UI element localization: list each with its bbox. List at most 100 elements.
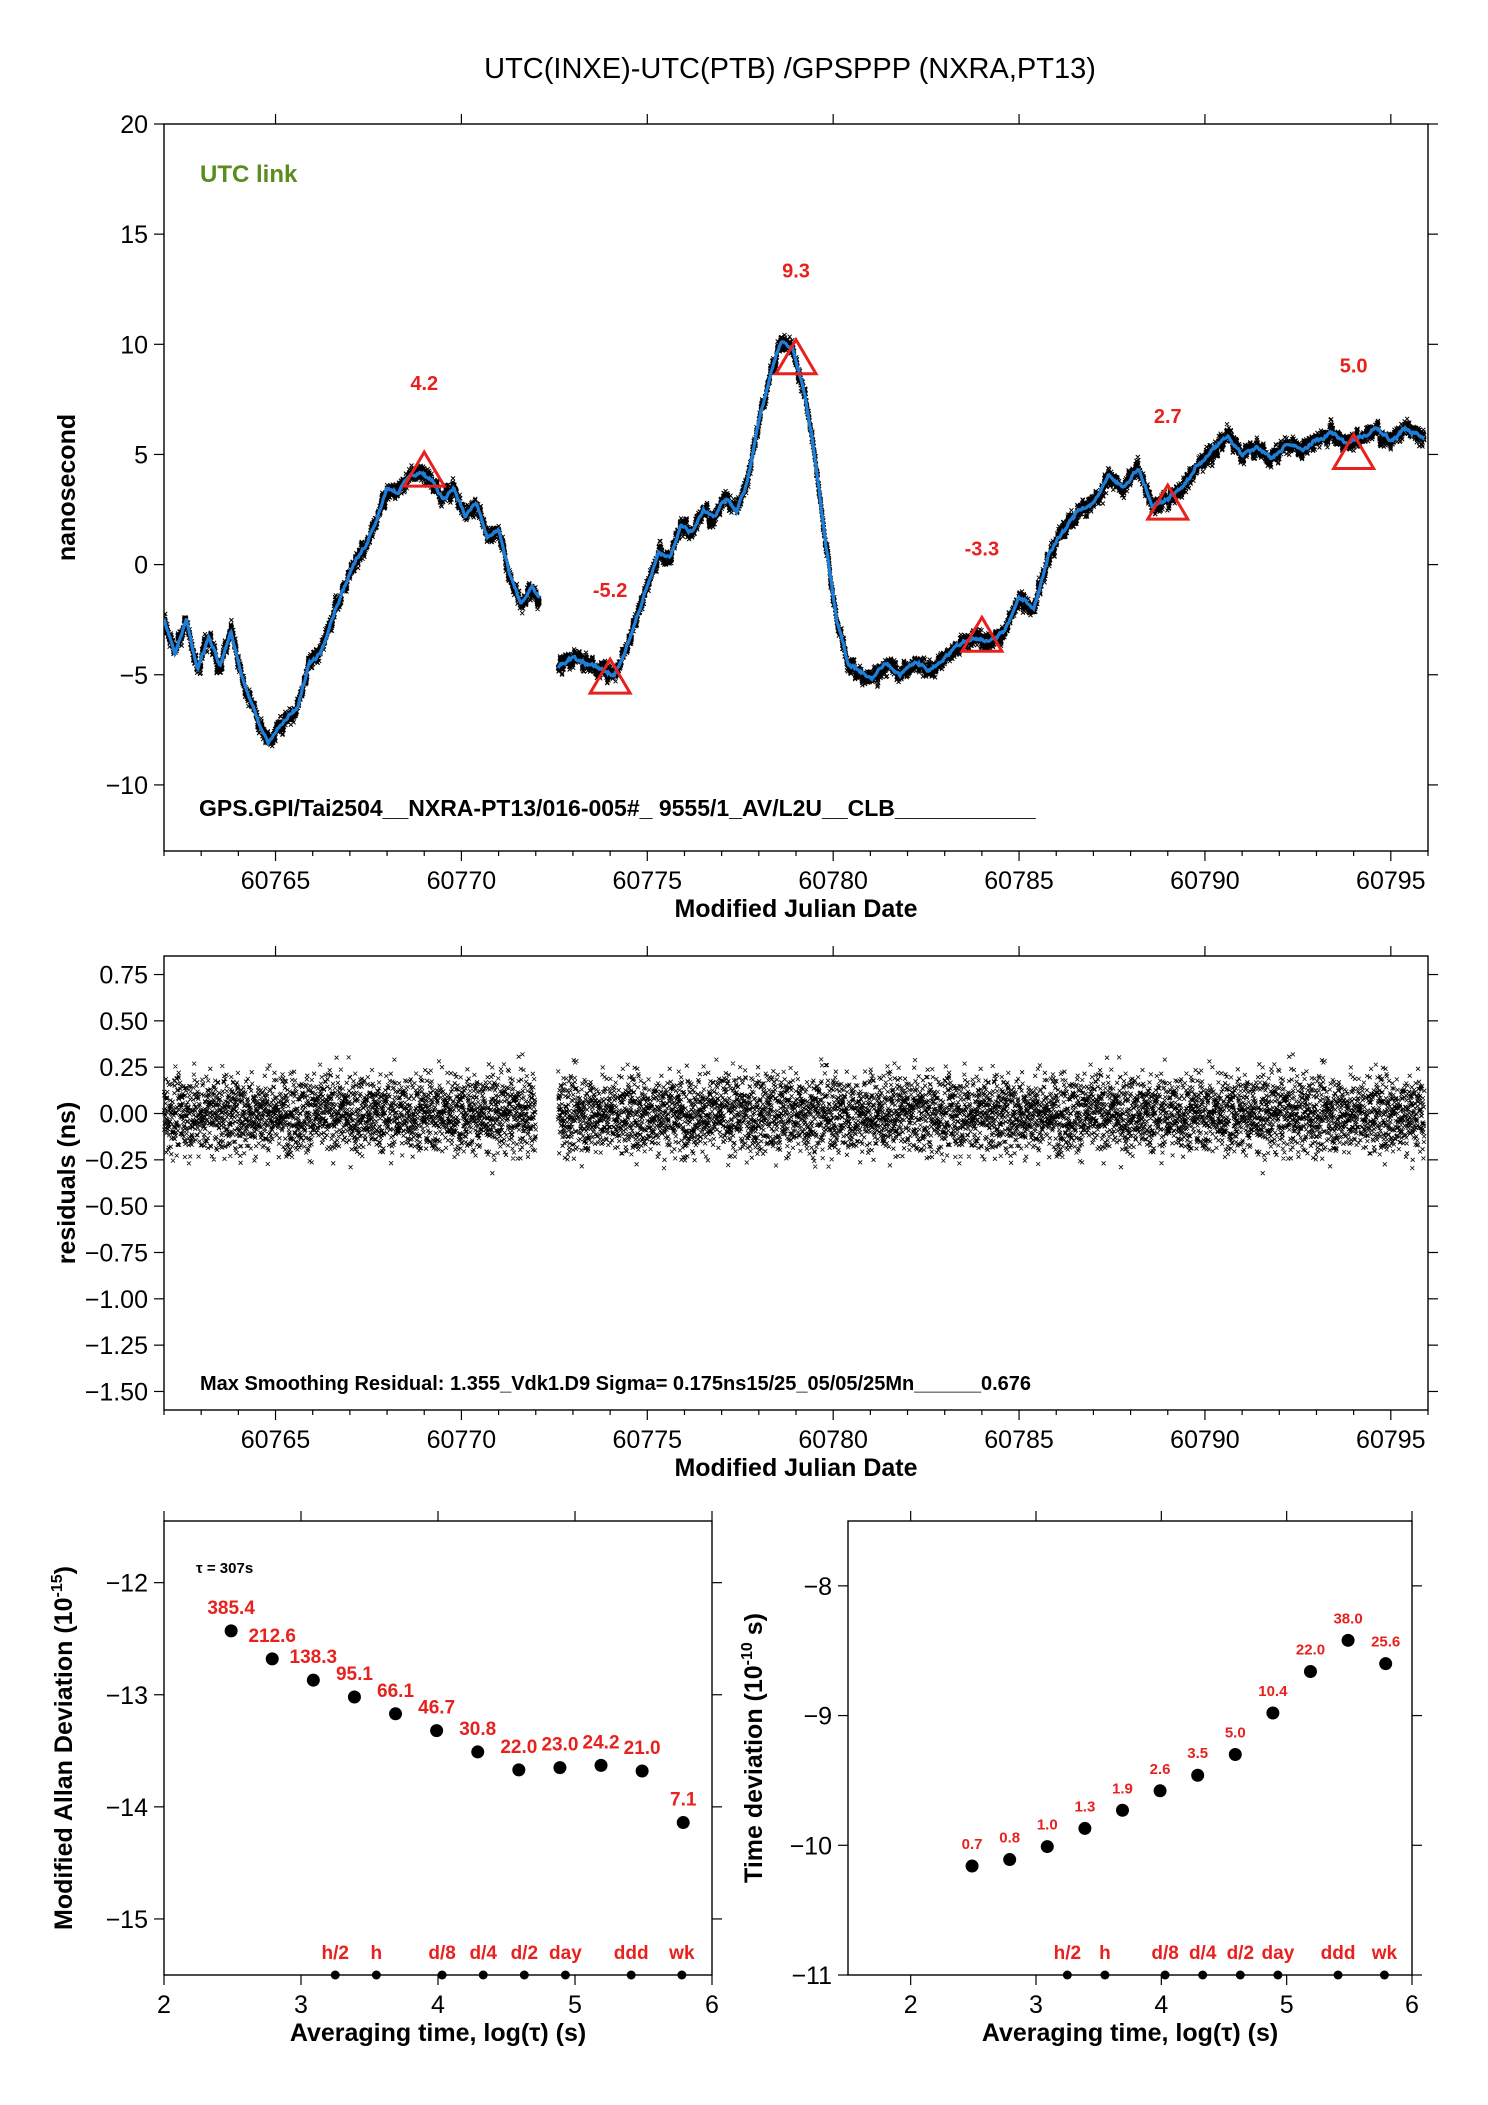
x-axis-title: Averaging time, log(τ) (s) [290, 2019, 586, 2047]
y-tick-label: −5 [119, 662, 148, 690]
period-marker [1379, 1970, 1389, 1980]
y-tick-label: −0.50 [85, 1193, 148, 1221]
data-point-label: 66.1 [377, 1681, 414, 1702]
x-tick-label: 60780 [798, 1426, 868, 1454]
x-tick-label: 60790 [1170, 867, 1240, 895]
y-axis-title: Modified Allan Deviation (10-15) [49, 1566, 78, 1930]
data-point [1341, 1633, 1355, 1647]
x-tick-label: 60795 [1356, 867, 1426, 895]
y-axis-title-unit: ) [50, 1566, 78, 1574]
period-marker-label: wk [1371, 1943, 1398, 1964]
period-marker-label: h/2 [322, 1943, 349, 1964]
period-marker [626, 1970, 636, 1980]
y-tick-label: −13 [106, 1682, 148, 1710]
data-point-label: 21.0 [624, 1738, 661, 1759]
period-marker [1062, 1970, 1072, 1980]
x-tick-label: 60785 [984, 867, 1054, 895]
data-point-label: 0.8 [999, 1830, 1020, 1847]
modified-allan-deviation-chart: 2 3 4 5 6 −12 −13 −14 −15 Averaging time, log(τ) … [49, 1511, 722, 2047]
y-tick-label: −10 [790, 1832, 832, 1860]
y-axis-title-exponent: -10 [739, 1642, 756, 1665]
y-tick-label: 0.00 [99, 1101, 148, 1129]
y-tick-label: 0.75 [99, 962, 148, 990]
data-point [676, 1816, 690, 1830]
data-point [512, 1763, 526, 1777]
data-point [1040, 1840, 1054, 1854]
period-marker-label: d/2 [1227, 1943, 1254, 1964]
x-tick-label: 60765 [241, 1426, 311, 1454]
plot-frame [847, 1520, 1413, 1976]
data-point [1379, 1657, 1393, 1671]
marker-value-label: 4.2 [410, 373, 438, 395]
period-marker-label: h/2 [1054, 1943, 1081, 1964]
y-tick-label: 15 [120, 221, 148, 249]
period-marker [1273, 1970, 1283, 1980]
smoothed-series-line [164, 470, 541, 748]
x-axis-title: Averaging time, log(τ) (s) [982, 2019, 1278, 2047]
y-axis-title: Time deviation (10-10 s) [739, 1613, 768, 1883]
x-tick-label: 4 [431, 1991, 445, 2019]
marker-value-label: 9.3 [782, 261, 810, 283]
marker-value-label: 5.0 [1340, 355, 1368, 377]
data-point-label: 212.6 [248, 1626, 296, 1647]
x-tick-label: 5 [568, 1991, 582, 2019]
period-marker-label: h [371, 1943, 383, 1964]
marker-triangle [1145, 482, 1191, 521]
period-marker-label: day [1262, 1943, 1295, 1964]
marker-triangle [773, 336, 819, 376]
data-point [1003, 1853, 1017, 1867]
x-axis-title: Modified Julian Date [674, 895, 917, 923]
data-point [471, 1745, 485, 1759]
data-point [1115, 1803, 1129, 1817]
y-tick-label: 0.25 [99, 1054, 148, 1082]
data-point [594, 1758, 608, 1772]
period-marker [330, 1970, 340, 1980]
marker-triangle [1331, 431, 1377, 470]
y-tick-label: −10 [106, 772, 148, 800]
y-tick-label: 20 [120, 111, 148, 139]
y-axis-title-exponent: -15 [49, 1574, 66, 1597]
period-marker [1333, 1970, 1343, 1980]
x-tick-label: 60770 [427, 867, 497, 895]
marker-value-label: -5.2 [593, 580, 627, 602]
period-marker-label: d/4 [469, 1943, 497, 1964]
data-point-label: 46.7 [418, 1698, 455, 1719]
x-tick-label: 2 [157, 1991, 171, 2019]
data-point [347, 1690, 361, 1704]
x-tick-label: 6 [1405, 1991, 1419, 2019]
period-marker [1198, 1970, 1208, 1980]
period-marker-label: ddd [1321, 1943, 1356, 1964]
y-axis-title-unit: s) [740, 1613, 768, 1642]
period-marker-label: d/8 [428, 1943, 455, 1964]
data-point-label: 0.7 [962, 1836, 983, 1853]
marker-triangle [587, 656, 633, 695]
data-point [965, 1859, 979, 1873]
x-tick-label: 60780 [798, 867, 868, 895]
y-tick-label: −11 [791, 1962, 832, 1990]
period-marker-label: h [1099, 1943, 1111, 1964]
time-deviation-chart: 2 3 4 5 6 −8 −9 −10 −11 Averaging time, log(τ) (s… [739, 1511, 1422, 2047]
x-tick-label: 5 [1280, 1991, 1294, 2019]
period-marker [371, 1970, 381, 1980]
y-tick-label: −9 [803, 1703, 832, 1731]
period-marker [1100, 1970, 1110, 1980]
data-point-label: 22.0 [500, 1737, 537, 1758]
data-point [389, 1707, 403, 1721]
period-marker-label: d/8 [1151, 1943, 1178, 1964]
x-tick-label: 60790 [1170, 1426, 1240, 1454]
data-point [635, 1764, 649, 1778]
data-point-label: 1.9 [1112, 1780, 1133, 1797]
y-tick-label: −8 [803, 1573, 832, 1601]
data-point-label: 38.0 [1333, 1610, 1362, 1627]
data-point-label: 1.3 [1074, 1798, 1095, 1815]
x-tick-label: 3 [294, 1991, 308, 2019]
data-point-label: 5.0 [1225, 1724, 1246, 1741]
plot-area [164, 332, 1427, 749]
subtitle-label: UTC link [200, 161, 298, 188]
y-tick-label: −12 [106, 1570, 148, 1598]
data-point-label: 23.0 [541, 1735, 578, 1756]
x-tick-label: 60775 [613, 867, 683, 895]
x-tick-label: 4 [1154, 1991, 1168, 2019]
y-tick-label: −1.50 [85, 1378, 148, 1406]
